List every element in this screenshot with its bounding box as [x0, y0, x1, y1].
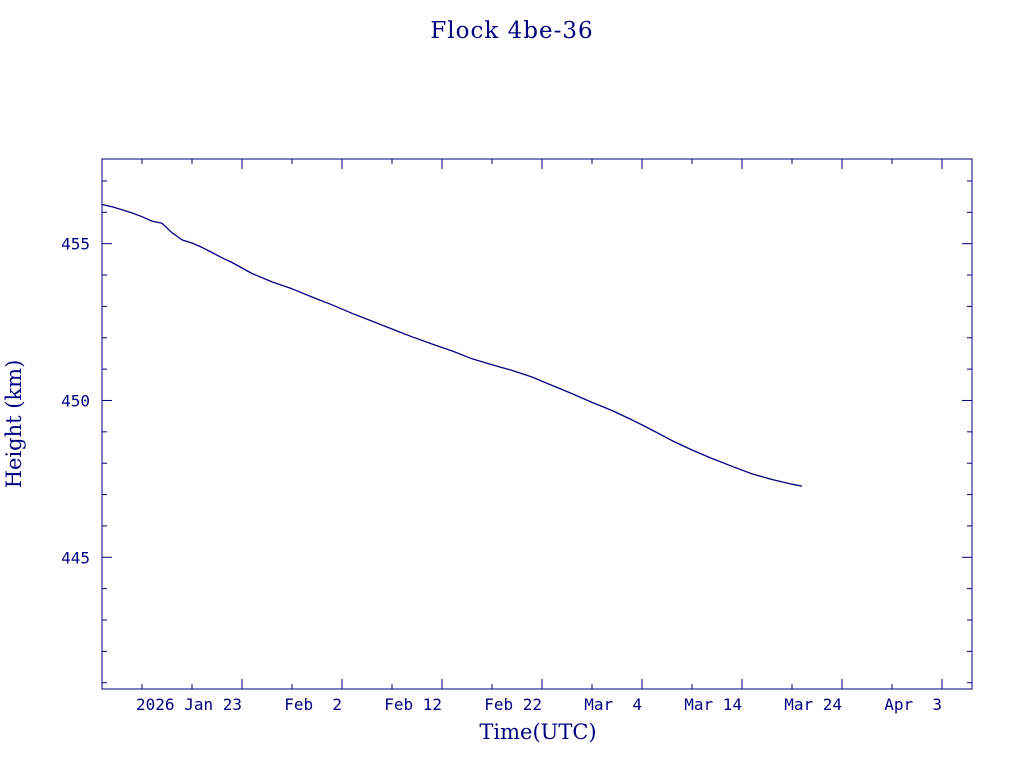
height-series-line	[101, 203, 803, 487]
x-tick-label: Mar 14	[684, 695, 742, 714]
y-minor-ticks	[102, 180, 972, 684]
x-axis-label: Time(UTC)	[479, 720, 596, 744]
x-tick-label: Apr 3	[884, 695, 942, 714]
y-tick-label: 450	[61, 391, 90, 410]
x-tick-label: Mar 24	[784, 695, 842, 714]
x-minor-ticks	[141, 159, 943, 689]
y-axis-label: Height (km)	[2, 360, 26, 489]
x-tick-label: Mar 4	[584, 695, 642, 714]
plot-frame	[101, 158, 973, 690]
y-axis: 445 450 455	[61, 235, 972, 567]
y-tick-label: 445	[61, 548, 90, 567]
x-tick-label: Feb 12	[384, 695, 442, 714]
x-tick-label: Feb 22	[484, 695, 542, 714]
x-tick-label: 2026 Jan 23	[136, 695, 242, 714]
chart-title: Flock 4be-36	[430, 18, 593, 44]
x-tick-label: Feb 2	[284, 695, 342, 714]
y-tick-label: 455	[61, 235, 90, 254]
x-axis: 2026 Jan 23 Feb 2 Feb 12 Feb 22 Mar 4 Mar 14 M…	[136, 159, 943, 714]
